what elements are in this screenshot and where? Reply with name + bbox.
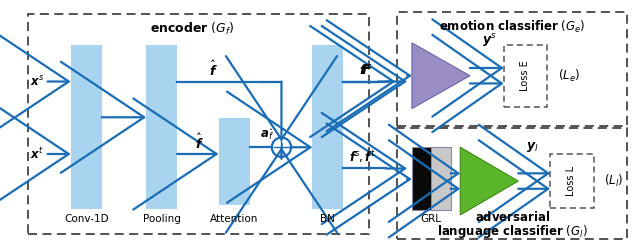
Text: $\boldsymbol{x}^s$: $\boldsymbol{x}^s$: [30, 74, 44, 88]
Text: $\boldsymbol{f}^s, \boldsymbol{f}^t$: $\boldsymbol{f}^s, \boldsymbol{f}^t$: [349, 148, 376, 165]
Text: $\boldsymbol{y}^s$: $\boldsymbol{y}^s$: [482, 32, 497, 50]
Text: $+$: $+$: [276, 141, 287, 154]
Text: Loss L: Loss L: [566, 166, 576, 196]
Bar: [431, 147, 451, 210]
Text: $\mathbf{encoder}$ $(G_f)$: $\mathbf{encoder}$ $(G_f)$: [150, 21, 235, 37]
Text: Loss E: Loss E: [520, 60, 530, 91]
Text: $\hat{\boldsymbol{f}}$: $\hat{\boldsymbol{f}}$: [195, 133, 204, 152]
Bar: [219, 118, 250, 205]
Polygon shape: [412, 43, 470, 108]
Text: $\mathbf{language\ classifier}$ $(G_l)$: $\mathbf{language\ classifier}$ $(G_l)$: [437, 223, 588, 240]
Text: $\boldsymbol{f}^s$: $\boldsymbol{f}^s$: [360, 63, 372, 77]
Text: $\boldsymbol{a}_{\hat{f}}$: $\boldsymbol{a}_{\hat{f}}$: [260, 127, 274, 142]
Text: $(L_l)$: $(L_l)$: [604, 173, 624, 189]
Bar: [398, 128, 628, 239]
Text: $\boldsymbol{y}_l$: $\boldsymbol{y}_l$: [526, 140, 539, 154]
Bar: [412, 147, 451, 210]
Bar: [312, 45, 343, 209]
Text: Attention: Attention: [210, 214, 258, 224]
Bar: [550, 154, 593, 208]
Bar: [28, 14, 369, 234]
Bar: [398, 12, 628, 126]
Text: $\mathbf{emotion\ classifier}$ $(G_e)$: $\mathbf{emotion\ classifier}$ $(G_e)$: [439, 19, 586, 36]
Text: Pooling: Pooling: [143, 214, 181, 224]
Text: $(L_e)$: $(L_e)$: [558, 68, 580, 84]
Text: $\boldsymbol{f}^s$: $\boldsymbol{f}^s$: [358, 63, 370, 77]
Bar: [71, 45, 102, 209]
Bar: [504, 45, 547, 107]
Polygon shape: [460, 147, 518, 215]
Text: BN: BN: [320, 214, 336, 224]
Bar: [146, 45, 177, 209]
Bar: [412, 147, 431, 210]
Text: $\mathbf{adversarial}$: $\mathbf{adversarial}$: [475, 210, 550, 224]
Text: $\hat{\boldsymbol{f}}$: $\hat{\boldsymbol{f}}$: [209, 60, 218, 80]
Text: GRL: GRL: [421, 214, 442, 224]
Text: $\boldsymbol{x}^t$: $\boldsymbol{x}^t$: [30, 146, 44, 162]
Text: Conv-1D: Conv-1D: [64, 214, 109, 224]
